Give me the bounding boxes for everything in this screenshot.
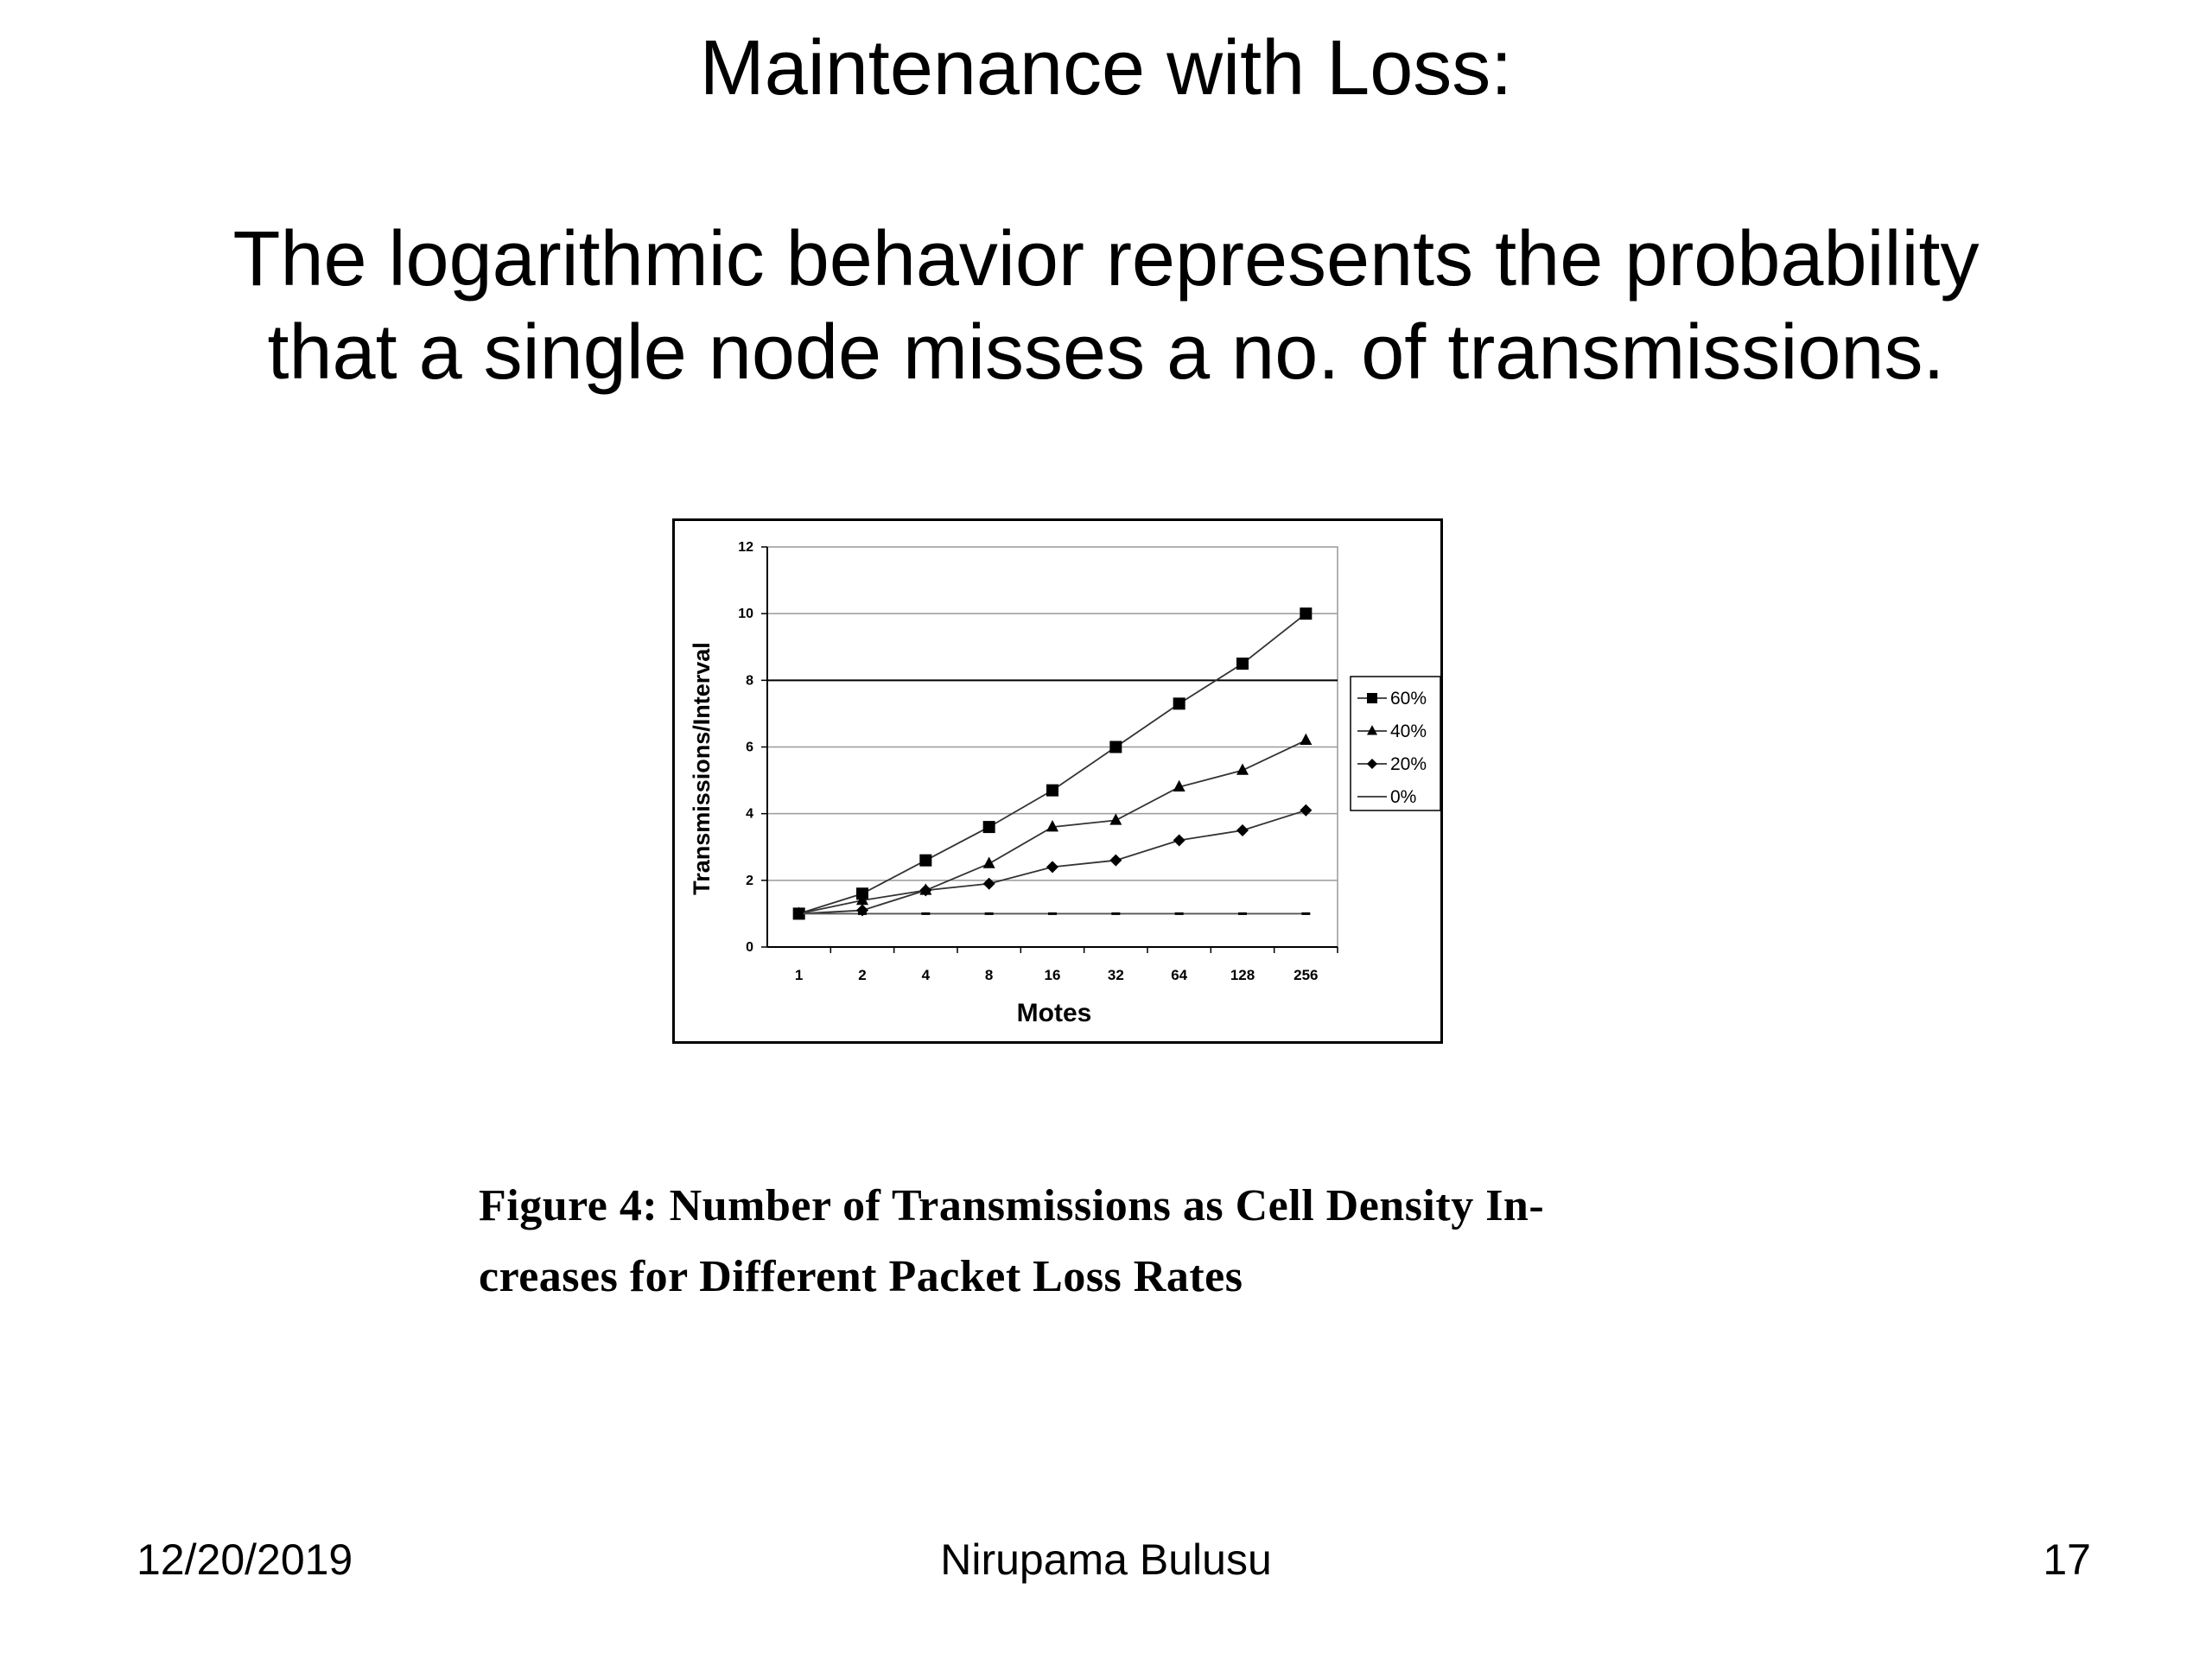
y-tick-label: 8 bbox=[746, 673, 753, 688]
data-point-20pct bbox=[1300, 804, 1313, 817]
legend-label: 0% bbox=[1390, 787, 1416, 807]
data-point-20pct bbox=[1109, 854, 1122, 867]
legend-label: 60% bbox=[1390, 689, 1427, 709]
x-tick-label: 256 bbox=[1294, 967, 1318, 983]
data-point-60pct bbox=[1109, 741, 1122, 753]
data-point-60pct bbox=[982, 821, 995, 834]
y-tick-label: 2 bbox=[746, 874, 753, 888]
data-point-40pct bbox=[856, 893, 868, 906]
x-tick-label: 2 bbox=[858, 967, 866, 983]
data-point-40pct bbox=[1236, 763, 1249, 775]
x-tick-label: 32 bbox=[1108, 967, 1124, 983]
caption-line: creases for Different Packet Loss Rates bbox=[479, 1252, 1243, 1301]
x-tick-label: 8 bbox=[985, 967, 993, 983]
slide-body: The logarithmic behavior represents the … bbox=[0, 213, 2212, 399]
y-tick-label: 0 bbox=[746, 940, 753, 955]
footer-date: 12/20/2019 bbox=[137, 1535, 353, 1584]
data-point-20pct bbox=[856, 904, 868, 917]
footer-author: Nirupama Bulusu bbox=[940, 1535, 1272, 1584]
data-point-60pct bbox=[919, 854, 932, 867]
data-point-60pct bbox=[1300, 607, 1313, 620]
data-point-40pct bbox=[1300, 733, 1313, 746]
data-point-20pct bbox=[919, 884, 932, 897]
y-tick-label: 4 bbox=[746, 807, 753, 822]
data-point-60pct bbox=[1046, 784, 1058, 797]
data-point-60pct bbox=[1173, 697, 1185, 710]
x-axis-label: Motes bbox=[1017, 999, 1092, 1027]
legend-marker bbox=[1367, 693, 1377, 703]
y-axis-label: Transmissions/Interval bbox=[689, 642, 715, 895]
data-point-40pct bbox=[1046, 820, 1058, 832]
slide-title: Maintenance with Loss: bbox=[699, 25, 1513, 111]
data-point-20pct bbox=[1236, 823, 1249, 836]
x-tick-label: 16 bbox=[1045, 967, 1061, 983]
x-tick-label: 1 bbox=[795, 967, 803, 983]
legend-marker bbox=[1367, 759, 1377, 769]
data-point-40pct bbox=[1173, 779, 1185, 792]
body-line: The logarithmic behavior represents the … bbox=[232, 216, 1980, 302]
data-point-40pct bbox=[1109, 813, 1122, 825]
figure-caption: Figure 4: Number of Transmissions as Cel… bbox=[479, 1171, 1740, 1313]
legend-label: 40% bbox=[1390, 721, 1427, 741]
x-tick-label: 64 bbox=[1171, 967, 1187, 983]
page-number: 17 bbox=[2043, 1535, 2091, 1584]
legend-marker bbox=[1367, 725, 1377, 735]
body-line: that a single node misses a no. of trans… bbox=[267, 309, 1945, 396]
caption-line: Figure 4: Number of Transmissions as Cel… bbox=[479, 1181, 1545, 1230]
data-point-20pct bbox=[1173, 834, 1185, 847]
data-point-40pct bbox=[982, 856, 995, 868]
y-tick-label: 6 bbox=[746, 741, 753, 755]
figure-frame: 0 2 4 6 8 10 12 1 2 4 8 16 32 64 128 256 Motes Transmissi… bbox=[672, 518, 1443, 1044]
x-tick-label: 128 bbox=[1230, 967, 1255, 983]
data-point-20pct bbox=[982, 877, 995, 890]
y-tick-label: 12 bbox=[738, 540, 753, 555]
y-tick-label: 10 bbox=[738, 607, 753, 621]
x-tick-label: 4 bbox=[922, 967, 931, 983]
data-point-20pct bbox=[1046, 861, 1058, 874]
legend-label: 20% bbox=[1390, 754, 1427, 774]
data-point-60pct bbox=[1236, 658, 1249, 671]
